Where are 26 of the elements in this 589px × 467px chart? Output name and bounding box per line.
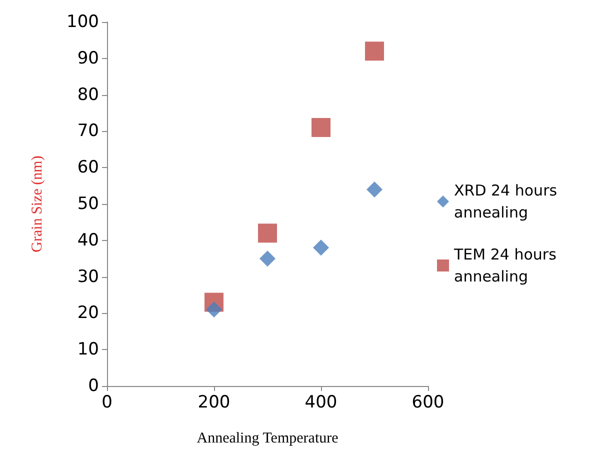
y-tick-label: 70 [77, 121, 99, 142]
y-tick-label: 60 [77, 158, 99, 178]
y-tick-label: 80 [77, 84, 99, 105]
y-tick-label: 90 [77, 48, 99, 68]
x-axis-title: Annealing Temperature [196, 430, 339, 446]
y-tick-label: 100 [66, 12, 99, 32]
point [258, 224, 277, 243]
y-axis-title: Grain Size (nm) [30, 156, 46, 252]
x-tick-label: 600 [412, 392, 444, 412]
point [366, 181, 382, 198]
y-tick-label: 40 [77, 230, 99, 250]
x-tick-label: 0 [102, 392, 112, 412]
point [312, 118, 330, 138]
y-tick-label: 20 [77, 303, 99, 324]
point [206, 302, 222, 318]
x-tick-label: 400 [304, 392, 338, 412]
legend-label: TEM 24 hours annealing [453, 246, 562, 286]
point [313, 240, 329, 256]
y-tick-label: 10 [77, 340, 99, 360]
y-tick-label: 50 [77, 194, 99, 214]
point [260, 250, 276, 267]
y-tick-label: 30 [77, 266, 99, 287]
y-tick-label: 0 [88, 376, 99, 396]
x-tick-label: 200 [198, 392, 230, 412]
legend-label: XRD 24 hours annealing [454, 182, 562, 222]
point [365, 42, 384, 61]
